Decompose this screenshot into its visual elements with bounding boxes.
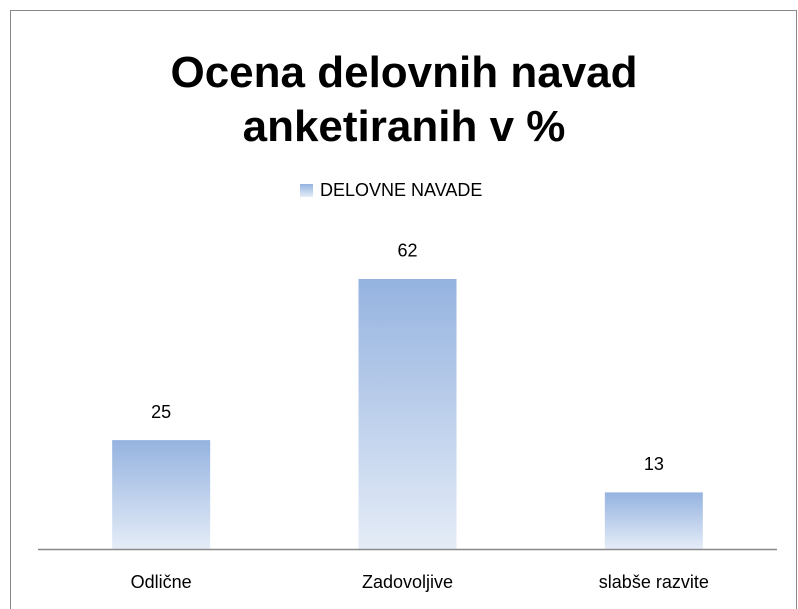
title-box: Ocena delovnih navad anketiranih v % (170, 48, 638, 151)
bar (604, 492, 703, 549)
chart-title: Ocena delovnih navad anketiranih v % (170, 48, 638, 151)
x-tick-label: slabše razvite (599, 572, 709, 592)
value-label: 13 (644, 454, 664, 474)
bar (358, 278, 457, 549)
x-tick-label: Odlične (131, 572, 192, 592)
x-tick-label: Zadovoljive (362, 572, 453, 592)
legend-label: DELOVNE NAVADE (320, 180, 482, 200)
value-label: 62 (397, 241, 417, 261)
bar (112, 440, 211, 549)
value-label: 25 (151, 402, 171, 422)
legend-swatch (300, 184, 313, 197)
